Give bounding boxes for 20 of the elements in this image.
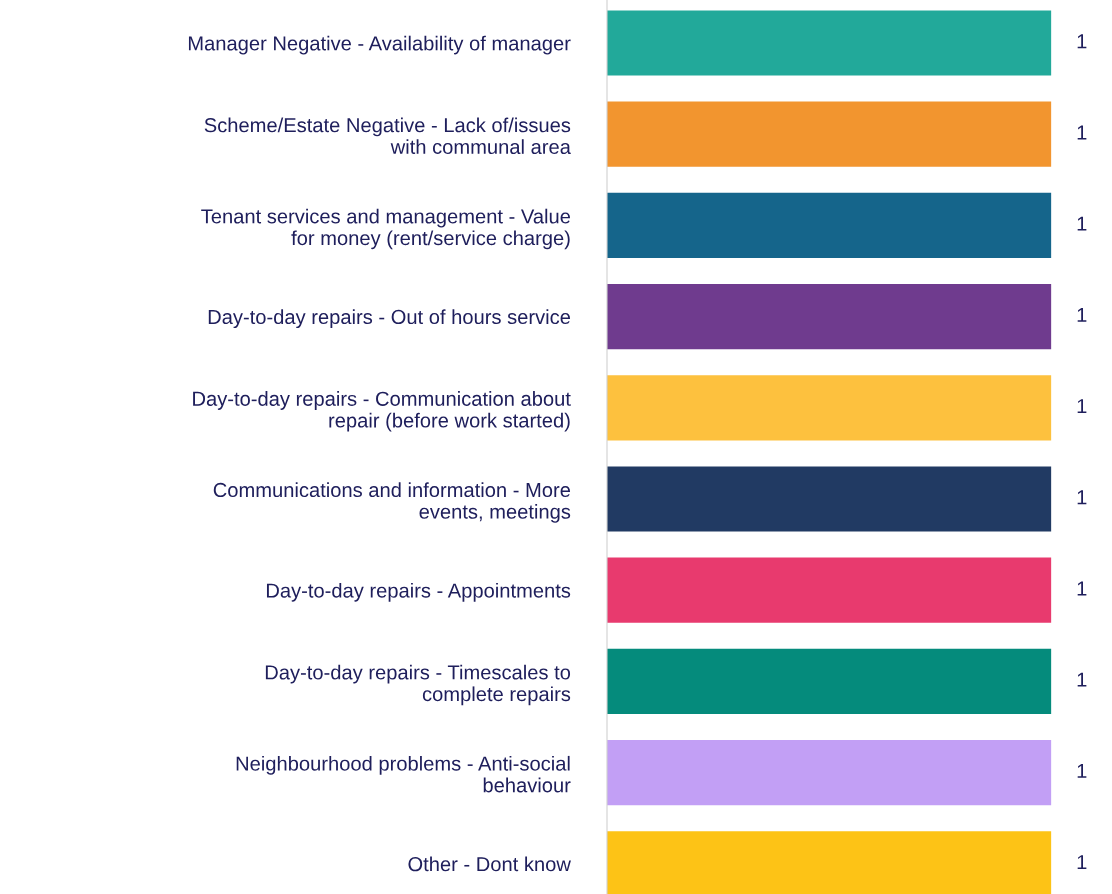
y-tick-label: Tenant services and management - Value for money (rent/service charge) bbox=[201, 208, 571, 250]
data-label: 1 bbox=[1077, 672, 1087, 687]
data-label: 1 bbox=[1077, 307, 1087, 322]
y-tick-label: Day-to-day repairs - Communication about repair (before work started) bbox=[193, 391, 571, 432]
data-label: 1 bbox=[1077, 34, 1087, 49]
y-tick-label: Neighbourhood problems - Anti-social behaviour bbox=[236, 755, 571, 793]
y-tick-label: Communications and information - More events, meetings bbox=[213, 482, 571, 523]
y-tick-label: Day-to-day repairs - Appointments bbox=[266, 582, 571, 602]
y-tick-label: Day-to-day repairs - Out of hours service bbox=[208, 309, 571, 329]
y-tick-label: Scheme/Estate Negative - Lack of/issues with communal area bbox=[204, 117, 571, 154]
data-label: 1 bbox=[1077, 581, 1087, 596]
data-label: 1 bbox=[1077, 490, 1087, 505]
data-label: 1 bbox=[1077, 399, 1087, 414]
data-label: 1 bbox=[1077, 216, 1087, 231]
data-label: 1 bbox=[1077, 855, 1087, 870]
y-tick-label: Manager Negative - Availability of manager bbox=[188, 35, 571, 55]
y-tick-label: Other - Dont know bbox=[408, 856, 571, 872]
y-tick-label: Day-to-day repairs - Timescales to complete repairs bbox=[265, 664, 571, 706]
data-label: 1 bbox=[1077, 763, 1087, 778]
data-label: 1 bbox=[1077, 125, 1087, 140]
